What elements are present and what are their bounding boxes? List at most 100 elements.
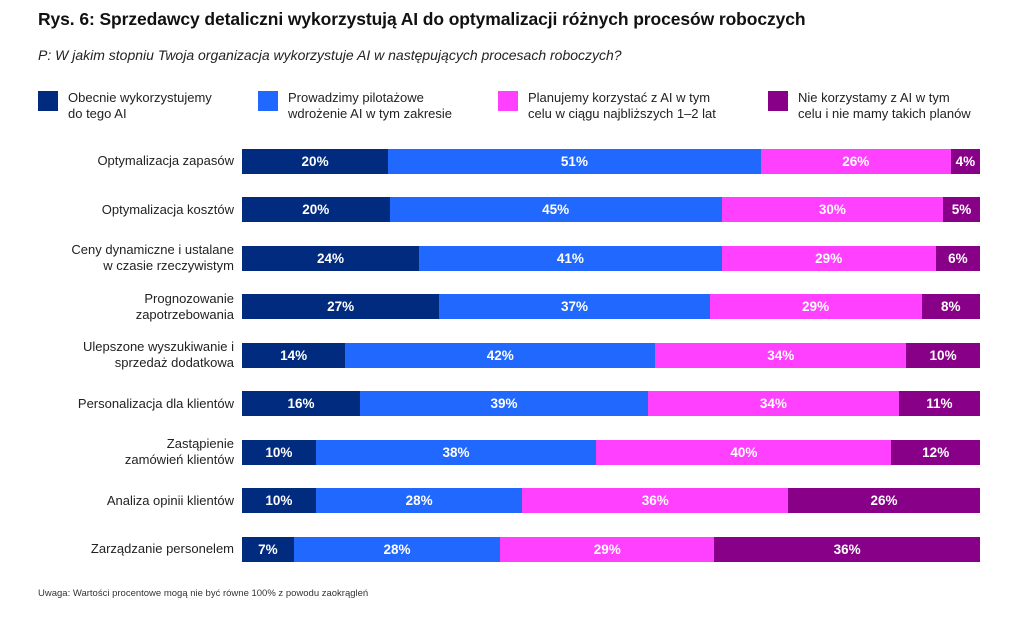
legend-label-line: celu w ciągu najbliższych 1–2 lat: [528, 106, 716, 121]
data-label: 24%: [317, 250, 345, 266]
category-label: Ceny dynamiczne i ustalane w czasie rzecz…: [71, 242, 234, 274]
category-label: Optymalizacja kosztów: [102, 202, 234, 218]
category-label: Prognozowanie zapotrzebowania: [136, 291, 234, 323]
bar-segment-planned: 26%: [760, 148, 951, 174]
bar-segment-current: 20%: [242, 197, 390, 222]
bar-segment-pilot: 42%: [345, 342, 656, 368]
data-label: 26%: [842, 153, 870, 169]
data-label: 34%: [759, 396, 787, 411]
bar-segment-current: 16%: [242, 391, 361, 416]
bar-segment-planned: 34%: [647, 391, 899, 416]
bar-row: 7% 28% 29% 36%: [242, 536, 980, 562]
data-label: 51%: [560, 153, 588, 169]
legend-swatch: [38, 91, 58, 111]
bar-segment-planned: 40%: [596, 439, 892, 465]
category-label: Optymalizacja zapasów: [97, 153, 234, 169]
data-label: 29%: [593, 541, 621, 557]
bar-segment-planned: 29%: [721, 245, 936, 271]
bar-row: 16% 39% 34% 11%: [242, 391, 980, 416]
bar-segment-planned: 29%: [500, 536, 715, 562]
data-label: 14%: [280, 347, 308, 363]
bar-segment-none: 8%: [921, 294, 980, 319]
bar-segment-none: 36%: [714, 536, 980, 562]
data-label: 37%: [560, 299, 588, 314]
category-label-line: Zarządzanie personelem: [90, 541, 234, 556]
data-label: 5%: [951, 202, 972, 217]
data-label: 6%: [948, 250, 968, 266]
legend-swatch: [768, 91, 788, 111]
bar-segment-planned: 34%: [655, 342, 907, 368]
data-label: 12%: [922, 444, 950, 460]
legend-label: Prowadzimy pilotażowe wdrożenie AI w tym …: [288, 90, 452, 122]
legend-label-line: wdrożenie AI w tym zakresie: [288, 106, 453, 121]
bar-segment-planned: 30%: [721, 197, 944, 222]
category-label: Personalizacja dla klientów: [78, 396, 234, 412]
data-label: 30%: [818, 202, 846, 217]
bar-segment-planned: 29%: [709, 294, 922, 319]
bar-row: 10% 28% 36% 26%: [242, 488, 980, 513]
bar-segment-none: 4%: [950, 148, 980, 174]
category-label-line: Ceny dynamiczne i ustalane: [71, 242, 234, 257]
data-label: 36%: [833, 541, 861, 557]
chart-subtitle: P: W jakim stopniu Twoja organizacja wyk…: [38, 47, 622, 63]
chart-title: Rys. 6: Sprzedawcy detaliczni wykorzystu…: [38, 9, 806, 29]
data-label: 36%: [641, 493, 669, 508]
data-label: 11%: [926, 396, 953, 411]
bar-segment-pilot: 28%: [293, 536, 501, 562]
bar-segment-current: 20%: [242, 148, 389, 174]
legend-item-none: Nie korzystamy z AI w tym celu i nie mamy…: [768, 90, 971, 122]
data-label: 29%: [815, 250, 843, 266]
bar-row: 20% 51% 26% 4%: [242, 148, 980, 174]
legend-label-line: Nie korzystamy z AI w tym: [798, 90, 950, 105]
data-label: 8%: [940, 299, 961, 314]
category-label-line: Analiza opinii klientów: [106, 492, 234, 508]
data-label: 20%: [302, 202, 330, 217]
bar-segment-none: 10%: [906, 342, 980, 368]
category-label-line: w czasie rzeczywistym: [103, 258, 234, 273]
bar-row: 27% 37% 29% 8%: [242, 294, 980, 319]
category-label-line: sprzedaż dodatkowa: [114, 355, 234, 370]
data-label: 29%: [802, 299, 830, 314]
category-label: Zastąpienie zamówień klientów: [125, 436, 234, 468]
bar-segment-none: 11%: [898, 391, 980, 416]
legend-label-line: Prowadzimy pilotażowe: [288, 90, 424, 105]
data-label: 41%: [556, 250, 584, 266]
bar-segment-planned: 36%: [522, 488, 789, 513]
category-label-line: Optymalizacja kosztów: [101, 201, 234, 217]
bar-segment-pilot: 39%: [360, 391, 648, 416]
data-label: 34%: [767, 347, 795, 363]
legend-label: Obecnie wykorzystujemy do tego AI: [68, 90, 212, 122]
category-label-line: Personalizacja dla klientów: [77, 395, 234, 411]
category-label: Zarządzanie personelem: [91, 541, 234, 557]
bar-segment-pilot: 45%: [389, 197, 722, 222]
bar-segment-current: 24%: [242, 245, 420, 271]
bar-segment-pilot: 38%: [315, 439, 597, 465]
bar-segment-pilot: 28%: [315, 488, 523, 513]
legend-item-pilot: Prowadzimy pilotażowe wdrożenie AI w tym …: [258, 90, 452, 122]
legend-label-line: Obecnie wykorzystujemy: [68, 90, 212, 105]
category-label: Analiza opinii klientów: [107, 493, 234, 509]
data-label: 10%: [929, 347, 957, 363]
data-label: 38%: [442, 444, 470, 460]
category-label: Ulepszone wyszukiwanie i sprzedaż dodatko…: [83, 339, 234, 371]
bar-segment-pilot: 51%: [388, 148, 761, 174]
data-label: 10%: [265, 444, 293, 460]
legend-swatch: [498, 91, 518, 111]
bar-row: 10% 38% 40% 12%: [242, 439, 980, 465]
legend-item-current: Obecnie wykorzystujemy do tego AI: [38, 90, 212, 122]
legend-label-line: do tego AI: [68, 106, 127, 121]
category-label-line: Optymalizacja zapasów: [97, 153, 234, 168]
data-label: 28%: [383, 541, 411, 557]
data-label: 45%: [542, 202, 570, 217]
bar-segment-current: 7%: [242, 536, 294, 562]
legend-label: Planujemy korzystać z AI w tym celu w cią…: [528, 90, 716, 122]
data-label: 4%: [955, 153, 976, 169]
bar-segment-pilot: 41%: [419, 245, 722, 271]
legend-item-planned: Planujemy korzystać z AI w tym celu w cią…: [498, 90, 716, 122]
bar-segment-pilot: 37%: [439, 294, 710, 319]
data-label: 28%: [405, 493, 433, 508]
data-label: 16%: [287, 396, 315, 411]
bar-segment-none: 12%: [891, 439, 980, 465]
data-label: 10%: [265, 493, 293, 508]
bar-segment-current: 10%: [242, 439, 316, 465]
